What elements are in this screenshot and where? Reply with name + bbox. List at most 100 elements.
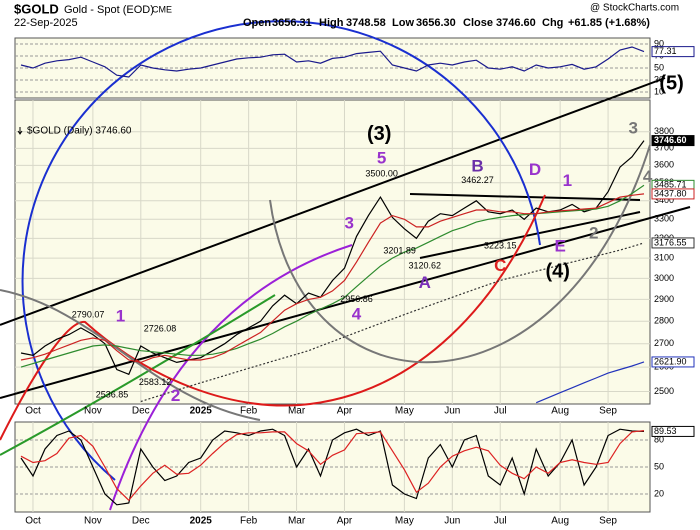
x-tick-label: Feb: [240, 406, 258, 417]
y-tick-label: 2800: [654, 316, 674, 326]
x-tick-label: Feb: [240, 516, 258, 527]
x-tick-label: Nov: [84, 406, 102, 417]
end-label: 3176.55: [654, 237, 687, 247]
end-label: 89.53: [654, 426, 677, 436]
annotation: 3500.00: [365, 169, 398, 179]
x-tick-label: Mar: [288, 516, 306, 527]
x-tick-label: Dec: [132, 516, 150, 527]
quote-value: 3656.31: [272, 17, 312, 29]
annotation: 2790.07: [72, 309, 105, 319]
arc: [0, 194, 546, 441]
x-tick-label: Dec: [132, 406, 150, 417]
series-line: [20, 193, 645, 364]
legend-icon: [17, 127, 23, 135]
annotation: 3120.62: [408, 261, 441, 271]
series-line: [140, 242, 645, 403]
y-tick-label: 3800: [654, 126, 674, 136]
annotation: 2: [589, 223, 598, 242]
quote-label: Low: [392, 17, 414, 29]
trendline: [409, 193, 641, 201]
credit: @ StockCharts.com: [590, 3, 679, 14]
y-tick-label: 50: [654, 461, 664, 471]
annotation: 5: [377, 149, 386, 168]
exchange: CME: [152, 4, 172, 14]
arc: [269, 144, 651, 364]
annotation: (4): [546, 261, 570, 283]
y-tick-label: 2900: [654, 294, 674, 304]
x-tick-label: Oct: [25, 516, 41, 527]
end-label: 77.31: [654, 46, 677, 56]
y-tick-label: 30: [654, 74, 664, 84]
series-line: [20, 428, 645, 506]
x-tick-label: Oct: [25, 406, 41, 417]
x-tick-label: Sep: [599, 406, 617, 417]
symbol: $GOLD: [14, 1, 59, 16]
annotation: 4: [352, 305, 362, 324]
series-line: [535, 361, 645, 404]
y-tick-label: 3300: [654, 214, 674, 224]
quote-value: +61.85 (+1.68%): [568, 17, 650, 29]
y-tick-label: 3600: [654, 160, 674, 170]
quote-value: 3748.58: [346, 17, 386, 29]
annotation: B: [471, 157, 483, 176]
end-label: 3746.60: [654, 135, 687, 145]
x-tick-label: 2025: [190, 406, 213, 417]
quote-value: 3746.60: [496, 17, 536, 29]
annotation: D: [529, 160, 541, 179]
y-tick-label: 3100: [654, 252, 674, 262]
annotation: 1: [563, 171, 572, 190]
annotation: 4: [643, 167, 653, 186]
quote-value: 3656.30: [416, 17, 456, 29]
end-label-box: [651, 237, 695, 249]
end-label-box: [651, 425, 695, 437]
annotation: 2536.85: [96, 389, 129, 399]
end-label-box: [651, 188, 695, 200]
series-line: [20, 46, 645, 78]
annotation: E: [554, 237, 565, 256]
legend: $GOLD (Daily) 3746.60: [27, 126, 132, 137]
grid: [15, 43, 650, 512]
x-tick-label: Jul: [494, 406, 507, 417]
x-tick-label: Mar: [288, 406, 306, 417]
trendline: [419, 211, 641, 259]
x-tick-label: Nov: [84, 516, 102, 527]
y-tick-label: 50: [654, 62, 664, 72]
x-tick-label: Apr: [337, 406, 353, 417]
x-tick-label: Jun: [444, 406, 460, 417]
annotation: 2: [171, 386, 180, 405]
annotation: 1: [116, 306, 125, 325]
y-tick-label: 3000: [654, 273, 674, 283]
y-tick-label: 10: [654, 86, 664, 96]
annotation: 3462.27: [461, 175, 494, 185]
arc: [0, 289, 261, 421]
series-line: [20, 140, 645, 376]
quote-label: High: [319, 17, 344, 29]
annotation: 3201.89: [383, 245, 416, 255]
end-label: 3437.80: [654, 188, 687, 198]
arc: [21, 20, 541, 481]
y-tick-label: 3400: [654, 195, 674, 205]
x-tick-label: Aug: [551, 516, 569, 527]
x-tick-label: May: [395, 406, 414, 417]
annotation: 2726.08: [144, 323, 177, 333]
trendline: [0, 77, 666, 326]
end-label: 3485.71: [654, 180, 687, 190]
y-tick-label: 80: [654, 434, 664, 444]
y-tick-label: 20: [654, 488, 664, 498]
annotation: 2583.12: [139, 377, 172, 387]
annotation: (5): [659, 73, 683, 95]
annotation: 3: [345, 213, 354, 232]
quote-label: Chg: [542, 17, 563, 29]
y-tick-label: 2500: [654, 386, 674, 396]
x-tick-label: Aug: [551, 406, 569, 417]
y-tick-label: 90: [654, 38, 664, 48]
x-tick-label: Sep: [599, 516, 617, 527]
series-line: [20, 430, 645, 502]
x-tick-label: Jul: [494, 516, 507, 527]
end-label: 2621.90: [654, 356, 687, 366]
x-tick-label: May: [395, 516, 414, 527]
end-label-box: [651, 356, 695, 368]
annotation: A: [419, 273, 431, 292]
arc: [109, 244, 353, 511]
